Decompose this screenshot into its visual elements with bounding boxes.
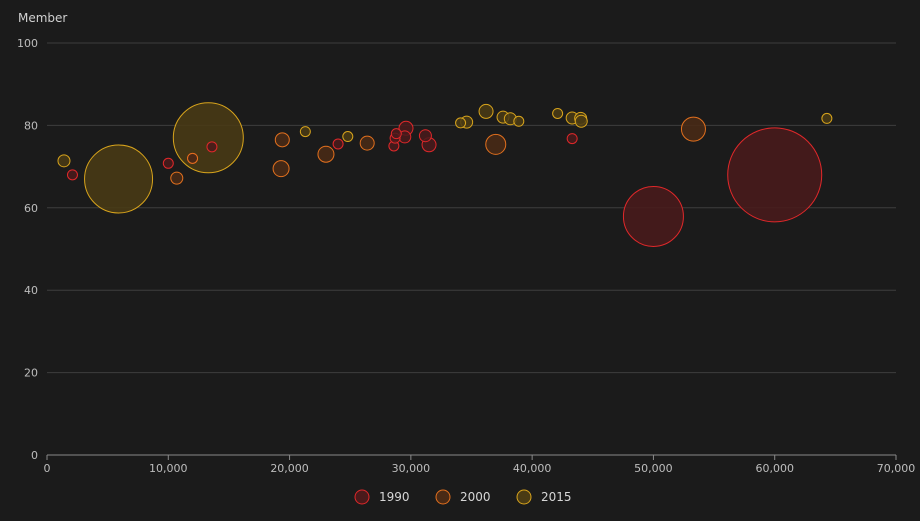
x-tick-label: 50,000 xyxy=(634,462,673,475)
legend-item-1990[interactable]: 1990 xyxy=(354,489,410,505)
legend-label: 2015 xyxy=(541,490,572,504)
bubble-1990[interactable] xyxy=(332,138,344,150)
legend-marker xyxy=(354,489,370,505)
x-tick-label: 0 xyxy=(44,462,51,475)
bubble-2000[interactable] xyxy=(272,160,290,178)
legend-item-2015[interactable]: 2015 xyxy=(516,489,572,505)
bubble-2000[interactable] xyxy=(170,171,184,185)
x-tick-label: 30,000 xyxy=(392,462,431,475)
bubble-1990[interactable] xyxy=(727,127,823,223)
bubble-1990[interactable] xyxy=(622,185,684,247)
x-tick-label: 10,000 xyxy=(149,462,188,475)
bubble-1990[interactable] xyxy=(566,133,578,145)
x-tick-label: 60,000 xyxy=(755,462,794,475)
bubble-2000[interactable] xyxy=(485,133,507,155)
legend-marker xyxy=(516,489,532,505)
bubble-2015[interactable] xyxy=(299,126,311,138)
bubble-2000[interactable] xyxy=(317,145,335,163)
bubble-1990[interactable] xyxy=(66,169,78,181)
bubble-2015[interactable] xyxy=(84,144,154,214)
y-tick-label: 80 xyxy=(24,119,38,132)
bubble-1990[interactable] xyxy=(418,129,432,143)
bubble-2015[interactable] xyxy=(513,115,525,127)
bubble-2015[interactable] xyxy=(57,154,71,168)
bubble-2000[interactable] xyxy=(680,116,706,142)
bubble-2015[interactable] xyxy=(574,114,588,128)
x-tick-label: 20,000 xyxy=(270,462,309,475)
y-tick-label: 40 xyxy=(24,284,38,297)
y-tick-label: 20 xyxy=(24,367,38,380)
axes: 0 20 40 60 80 100 0 10,000 20,000 30,000 40,000 50,… xyxy=(17,37,915,475)
bubble-2015[interactable] xyxy=(552,107,564,119)
y-tick-label: 60 xyxy=(24,202,38,215)
legend-marker xyxy=(435,489,451,505)
bubble-2015[interactable] xyxy=(172,102,244,174)
bubble-2000[interactable] xyxy=(359,135,375,151)
x-tick-label: 40,000 xyxy=(513,462,552,475)
bubble-1990[interactable] xyxy=(162,157,174,169)
y-axis-label: Member xyxy=(18,11,67,25)
bubble-1990[interactable] xyxy=(390,128,402,140)
y-tick-label: 100 xyxy=(17,37,38,50)
bubble-2000[interactable] xyxy=(187,152,199,164)
bubble-2015[interactable] xyxy=(342,131,354,143)
bubble-2000[interactable] xyxy=(274,132,290,148)
legend-item-2000[interactable]: 2000 xyxy=(435,489,491,505)
y-tick-label: 0 xyxy=(31,449,38,462)
legend-label: 2000 xyxy=(460,490,491,504)
bubble-2015[interactable] xyxy=(478,103,494,119)
bubble-2015[interactable] xyxy=(455,117,467,129)
bubble-1990[interactable] xyxy=(206,141,218,153)
legend-label: 1990 xyxy=(379,490,410,504)
legend: 1990 2000 2015 xyxy=(354,489,572,505)
bubbles xyxy=(57,102,833,247)
x-tick-label: 70,000 xyxy=(877,462,916,475)
bubble-2015[interactable] xyxy=(821,112,833,124)
